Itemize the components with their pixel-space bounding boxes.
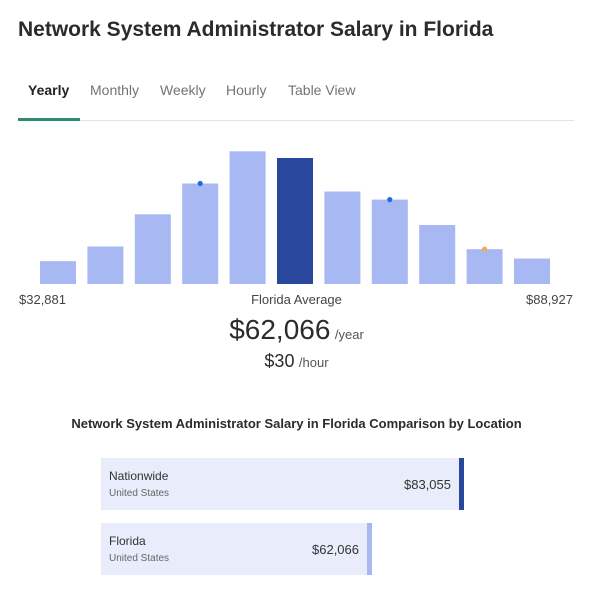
comparison-country: United States bbox=[109, 488, 170, 499]
histogram-bar bbox=[182, 183, 219, 284]
histogram-bar bbox=[371, 199, 408, 284]
average-label: Florida Average bbox=[251, 292, 342, 307]
tab-hourly[interactable]: Hourly bbox=[226, 82, 267, 98]
comparison-location: Florida bbox=[109, 534, 146, 548]
average-hourly-value: $30 bbox=[264, 351, 295, 371]
comparison-bar-endcap bbox=[459, 458, 464, 510]
histogram-bar bbox=[514, 258, 550, 284]
histogram-bar bbox=[134, 214, 171, 284]
histogram-bar bbox=[419, 225, 456, 284]
average-yearly-value: $62,066 bbox=[229, 314, 331, 345]
range-min-label: $32,881 bbox=[19, 292, 66, 307]
salary-period-tabs: Yearly Monthly Weekly Hourly Table View bbox=[18, 82, 574, 121]
histogram-bar bbox=[40, 261, 76, 284]
comparison-bar-endcap bbox=[367, 523, 372, 575]
average-yearly-unit: /year bbox=[334, 327, 364, 342]
range-max-label: $88,927 bbox=[526, 292, 573, 307]
histogram-bar-highlighted bbox=[277, 158, 313, 284]
tab-table-view[interactable]: Table View bbox=[288, 82, 356, 98]
comparison-title: Network System Administrator Salary in F… bbox=[71, 416, 522, 431]
comparison-country: United States bbox=[109, 553, 170, 564]
comparison-value: $83,055 bbox=[404, 477, 451, 492]
average-hourly: $30 /hour bbox=[0, 351, 593, 372]
tab-monthly[interactable]: Monthly bbox=[90, 82, 140, 98]
tab-yearly[interactable]: Yearly bbox=[28, 82, 70, 98]
histogram-marker-dot bbox=[197, 180, 203, 187]
page-title: Network System Administrator Salary in F… bbox=[18, 18, 494, 41]
average-hourly-unit: /hour bbox=[298, 355, 329, 370]
comparison-row-nationwide: Nationwide United States $83,055 bbox=[101, 458, 464, 510]
histogram-bar bbox=[324, 191, 361, 284]
comparison-location: Nationwide bbox=[109, 469, 169, 483]
histogram-bar bbox=[229, 151, 266, 284]
histogram-marker-dot bbox=[387, 197, 393, 203]
tab-weekly[interactable]: Weekly bbox=[160, 82, 206, 98]
comparison-value: $62,066 bbox=[312, 542, 359, 557]
histogram-bar bbox=[87, 246, 124, 284]
average-yearly: $62,066 /year bbox=[0, 314, 593, 346]
active-tab-indicator bbox=[18, 118, 80, 121]
salary-histogram bbox=[40, 151, 550, 284]
comparison-row-florida: Florida United States $62,066 bbox=[101, 523, 372, 575]
histogram-bar bbox=[466, 249, 503, 284]
histogram-marker-dot bbox=[482, 246, 488, 252]
